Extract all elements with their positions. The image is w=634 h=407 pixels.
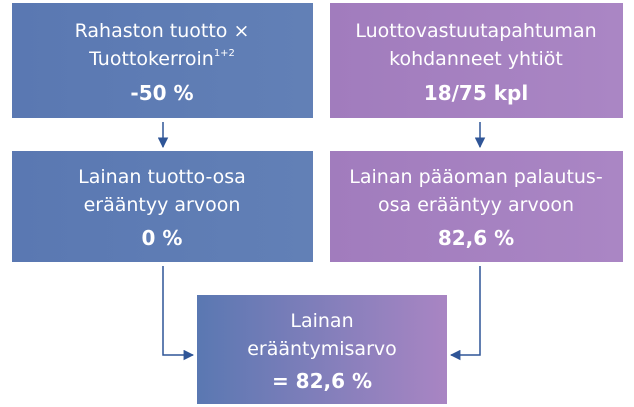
node-text: Rahaston tuotto × — [75, 20, 250, 42]
arrow — [449, 266, 481, 361]
node-text: kohdanneet yhtiöt — [389, 48, 563, 70]
node-text: Lainan pääoman palautus- — [349, 166, 602, 188]
node-text: Lainan — [290, 310, 353, 332]
node-value: = 82,6 % — [272, 369, 372, 393]
box — [12, 151, 313, 262]
node-text: Luottovastuutapahtuman — [355, 20, 596, 42]
node-text: Tuottokerroin — [88, 48, 214, 70]
node-value: 18/75 kpl — [424, 81, 528, 105]
node-text: erääntyy arvoon — [84, 194, 241, 216]
box — [12, 3, 313, 118]
node-value: 0 % — [142, 226, 183, 250]
node-text: Tuottokerroin1+2 — [88, 48, 235, 70]
box — [330, 3, 623, 118]
node-text: erääntymisarvo — [247, 338, 397, 360]
node-value: -50 % — [130, 81, 193, 105]
node-text: osa erääntyy arvoon — [378, 194, 574, 216]
box — [197, 295, 447, 404]
node-value: 82,6 % — [438, 226, 514, 250]
superscript: 1+2 — [214, 48, 235, 59]
arrow — [162, 266, 195, 361]
node-text: Lainan tuotto-osa — [78, 166, 246, 188]
box — [330, 151, 623, 262]
